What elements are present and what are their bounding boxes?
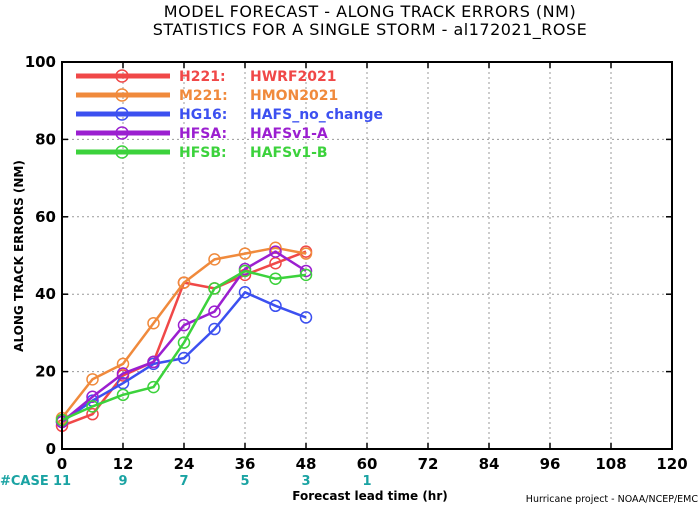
series-hafsv1-a — [55, 245, 313, 429]
data-point — [86, 390, 99, 404]
data-point — [116, 367, 130, 380]
data-point — [208, 305, 221, 318]
x-tick-label: 48 — [296, 455, 317, 473]
legend-series-code: HG16: — [179, 107, 227, 123]
case-count-row: #CASE 11 9 7 5 3 1 — [0, 474, 372, 489]
data-point — [299, 311, 313, 324]
legend-series-model: HAFSv1-B — [250, 145, 328, 161]
case-count: 3 — [301, 474, 310, 489]
data-point — [177, 276, 191, 289]
y-axis-label: ALONG TRACK ERRORS (NM) — [12, 160, 26, 352]
data-point — [116, 357, 130, 371]
y-tick-label: 80 — [35, 130, 56, 148]
data-point — [208, 322, 221, 336]
x-tick-label: 36 — [235, 455, 256, 473]
chart-title-line1: MODEL FORECAST - ALONG TRACK ERRORS (NM) — [164, 2, 576, 21]
legend-swatch-marker — [115, 88, 129, 102]
data-point — [177, 336, 191, 349]
case-count: 1 — [362, 474, 371, 489]
data-point — [147, 316, 160, 330]
data-point — [147, 380, 160, 394]
legend-swatch-marker — [115, 69, 129, 83]
x-tick-label: 96 — [540, 455, 561, 473]
legend-entry: HG16: HAFS_no_change — [76, 107, 383, 123]
data-point — [208, 282, 221, 295]
data-point — [299, 268, 313, 282]
y-tick-label: 60 — [35, 208, 56, 226]
data-point — [238, 247, 252, 260]
data-point — [269, 245, 282, 258]
y-tick-label: 0 — [46, 440, 56, 458]
x-tick-label: 60 — [357, 455, 378, 473]
case-count: 9 — [118, 474, 127, 489]
series-line — [61, 250, 307, 423]
series-line — [61, 269, 307, 422]
series-hafsv1-b — [55, 264, 313, 427]
data-point — [238, 286, 252, 299]
legend-entry: HFSA: HAFSv1-A — [76, 126, 328, 142]
legend-swatch-marker — [115, 107, 129, 121]
data-point — [269, 241, 282, 255]
data-point — [86, 407, 99, 421]
x-tick-label: 72 — [418, 455, 439, 473]
data-point — [147, 355, 160, 369]
legend-entry: HFSB: HAFSv1-B — [76, 145, 328, 161]
data-point — [269, 272, 282, 285]
data-point — [116, 388, 130, 402]
legend-series-model: HAFSv1-A — [250, 126, 328, 142]
legend-series-model: HMON2021 — [250, 88, 338, 104]
x-tick-label: 12 — [113, 455, 134, 473]
data-point — [86, 400, 99, 413]
legend-series-code: H221: — [179, 69, 226, 85]
y-tick-label: 40 — [35, 285, 56, 303]
legend-entry: H221: HWRF2021 — [76, 69, 336, 85]
legend-swatch-marker — [115, 126, 129, 140]
x-tick-label: 24 — [174, 455, 195, 473]
data-point — [299, 264, 313, 278]
series-line — [61, 246, 307, 419]
case-count: 11 — [53, 474, 71, 489]
data-point — [177, 351, 191, 365]
legend-series-model: HWRF2021 — [250, 69, 336, 85]
case-count: 5 — [240, 474, 249, 489]
legend-series-model: HAFS_no_change — [250, 107, 383, 123]
y-tick-label: 20 — [35, 363, 56, 381]
data-point — [177, 318, 191, 332]
x-tick-label: 84 — [479, 455, 500, 473]
data-point — [86, 373, 99, 386]
axis-ticks: 0 12 24 36 48 60 72 84 96 108 120 0 20 40 60 80 100 — [25, 53, 688, 473]
data-point — [299, 247, 313, 260]
legend: H221: HWRF2021 M221: HMON2021 HG16: HAFS_no_c… — [76, 69, 383, 161]
case-label: #CASE — [0, 474, 49, 489]
legend-series-code: M221: — [179, 88, 228, 104]
x-tick-label: 0 — [57, 455, 67, 473]
legend-series-code: HFSB: — [179, 145, 227, 161]
x-tick-label: 108 — [595, 455, 626, 473]
data-point — [208, 253, 221, 266]
credit-text: Hurricane project - NOAA/NCEP/EMC — [526, 494, 699, 505]
legend-swatch-marker — [115, 145, 129, 159]
data-point — [238, 264, 252, 278]
case-count: 7 — [179, 474, 188, 489]
chart-title-line2: STATISTICS FOR A SINGLE STORM - al172021… — [153, 20, 588, 40]
legend-entry: M221: HMON2021 — [76, 88, 338, 104]
data-point — [269, 299, 282, 313]
y-tick-label: 100 — [25, 53, 56, 71]
x-axis-label: Forecast lead time (hr) — [292, 489, 448, 503]
series-layer — [55, 241, 313, 433]
x-tick-label: 120 — [656, 455, 687, 473]
series-line — [61, 291, 307, 423]
legend-series-code: HFSA: — [179, 126, 227, 142]
